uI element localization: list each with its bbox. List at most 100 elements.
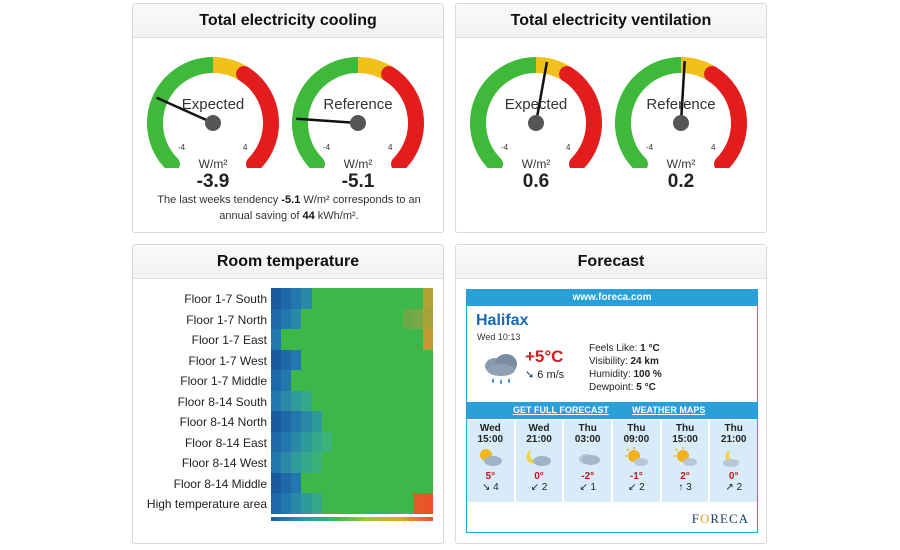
gauge-band — [292, 57, 366, 168]
heatmap-cell — [321, 411, 332, 432]
gauge-label: Expected — [504, 96, 568, 113]
heatmap-cell — [271, 329, 282, 350]
heatmap-cell — [402, 390, 413, 411]
ventilation-title: Total electricity ventilation — [456, 4, 766, 38]
heatmap-cell — [341, 288, 352, 309]
forecast-widget[interactable]: www.foreca.com Halifax Wed 10:13 +5°C ➘ … — [466, 289, 758, 533]
hourly-forecast-item: Thu 21:00 0° ↗ 2 — [710, 420, 757, 502]
gauge-band — [147, 57, 221, 168]
gauge-hub — [528, 115, 544, 131]
heatmap-cell — [291, 493, 302, 514]
heatmap-cell — [402, 370, 413, 391]
heatmap-cell — [311, 431, 322, 452]
heatmap-cell — [372, 329, 383, 350]
heatmap-cell — [412, 370, 423, 391]
heatmap-cell — [422, 493, 433, 514]
room-label: Floor 1-7 Middle — [180, 374, 267, 388]
heatmap-cell — [422, 472, 433, 493]
temperature-heatmap — [271, 288, 433, 514]
forecast-title: Forecast — [456, 245, 766, 279]
heatmap-cell — [301, 349, 312, 370]
moon-cloud-icon — [710, 447, 757, 471]
heatmap-cell — [331, 411, 342, 432]
heatmap-cell — [291, 288, 302, 309]
wind-arrow-icon: ➘ — [525, 369, 535, 381]
heatmap-cell — [281, 411, 292, 432]
heatmap-cell — [382, 370, 393, 391]
heatmap-cell — [311, 288, 322, 309]
heatmap-cell — [341, 493, 352, 514]
visibility: 24 km — [630, 356, 659, 367]
heatmap-cell — [412, 452, 423, 473]
heatmap-cell — [311, 390, 322, 411]
heatmap-cell — [392, 493, 403, 514]
gauge-max: 4 — [388, 143, 393, 152]
gauge-min: -4 — [501, 143, 509, 152]
heatmap-cell — [392, 349, 403, 370]
gauge-min: -4 — [646, 143, 654, 152]
heatmap-cell — [362, 493, 373, 514]
heatmap-cell — [382, 329, 393, 350]
gauge-unit: W/m² — [521, 157, 551, 171]
heatmap-cell — [271, 349, 282, 370]
forecast-details: Feels Like: 1 °C Visibility: 24 km Humid… — [589, 343, 662, 393]
heatmap-cell — [352, 349, 363, 370]
heatmap-cell — [281, 493, 292, 514]
forecast-city[interactable]: Halifax — [476, 312, 529, 329]
heatmap-cell — [281, 472, 292, 493]
weather-maps-link[interactable]: WEATHER MAPS — [632, 405, 706, 415]
hourly-forecast-item: Wed 21:00 0° ↙ 2 — [516, 420, 565, 502]
gauge-band — [615, 57, 689, 168]
gauge-hub — [673, 115, 689, 131]
heatmap-cell — [271, 452, 282, 473]
heatmap-cell — [301, 452, 312, 473]
heatmap-cell — [291, 390, 302, 411]
heatmap-cell — [271, 288, 282, 309]
heatmap-cell — [352, 390, 363, 411]
heatmap-row — [271, 329, 433, 350]
get-full-forecast-link[interactable]: GET FULL FORECAST — [513, 405, 609, 415]
heatmap-cell — [281, 308, 292, 329]
heatmap-cell — [321, 472, 332, 493]
forecast-site-link[interactable]: www.foreca.com — [467, 290, 757, 306]
dewpoint: 5 °C — [636, 382, 656, 393]
heatmap-cell — [362, 472, 373, 493]
heatmap-cell — [422, 411, 433, 432]
heatmap-cell — [301, 411, 312, 432]
heatmap-cell — [281, 390, 292, 411]
heatmap-cell — [362, 390, 373, 411]
foreca-logo[interactable]: FORECA — [691, 511, 749, 526]
heatmap-cell — [372, 411, 383, 432]
cloud-sun-icon — [467, 447, 514, 471]
heatmap-cell — [291, 431, 302, 452]
hour-wind-speed: 4 — [493, 482, 499, 493]
gauge-value: 0.2 — [667, 171, 695, 192]
heatmap-cell — [392, 308, 403, 329]
heatmap-cell — [271, 390, 282, 411]
room-label: Floor 1-7 South — [184, 292, 267, 306]
feels-like: 1 °C — [640, 343, 660, 354]
heatmap-cell — [321, 493, 332, 514]
tendency-pre: The last weeks tendency — [157, 194, 282, 206]
heatmap-cell — [341, 349, 352, 370]
heatmap-cell — [382, 390, 393, 411]
hour-temp: -2° — [581, 471, 595, 482]
heatmap-cell — [301, 390, 312, 411]
heatmap-cell — [372, 390, 383, 411]
hour-temp: -1° — [629, 471, 643, 482]
heatmap-cell — [402, 349, 413, 370]
hour-wind: ↙ 2 — [613, 482, 660, 494]
heatmap-cell — [311, 493, 322, 514]
hour-wind: ↗ 2 — [710, 482, 757, 494]
heatmap-cell — [372, 288, 383, 309]
hour-day: Thu — [724, 423, 743, 434]
gauge-min: -4 — [323, 143, 331, 152]
hourly-forecast: Wed 15:00 5° ↘ 4 Wed 21:00 0° ↙ 2 Thu 03:00 -2° ↙ 1… — [467, 420, 757, 502]
cooling-panel: Total electricity cooling Expected -4 4 … — [132, 3, 444, 233]
heatmap-row — [271, 431, 433, 452]
wind-arrow-icon: ↘ — [481, 482, 491, 493]
heatmap-cell — [321, 308, 332, 329]
forecast-wind: ➘ 6 m/s — [525, 368, 564, 381]
hour-day: Thu — [675, 423, 695, 434]
room-label: Floor 8-14 North — [179, 415, 267, 429]
